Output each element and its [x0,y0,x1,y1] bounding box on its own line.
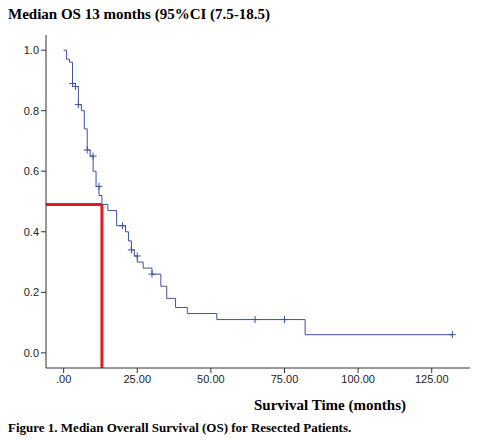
svg-text:125.00: 125.00 [415,373,449,385]
svg-text:0.6: 0.6 [24,165,39,177]
svg-text:0.8: 0.8 [24,105,39,117]
svg-text:1.0: 1.0 [24,44,39,56]
svg-text:100.00: 100.00 [341,373,375,385]
svg-text:0.0: 0.0 [24,347,39,359]
html-text:Survival Time (months): Survival Time (months) [254,397,406,413]
svg-text:75.00: 75.00 [271,373,299,385]
svg-text:50.00: 50.00 [197,373,225,385]
svg-text:25.00: 25.00 [124,373,152,385]
svg-text:0.4: 0.4 [24,226,39,238]
html-text:Figure 1. Median Overall Survi: Figure 1. Median Overall Survival (OS) f… [8,420,352,435]
html-text:Median OS 13 months (95%CI (7.: Median OS 13 months (95%CI (7.5-18.5) [8,6,271,22]
svg-text:.00: .00 [56,373,71,385]
svg-text:0.2: 0.2 [24,286,39,298]
